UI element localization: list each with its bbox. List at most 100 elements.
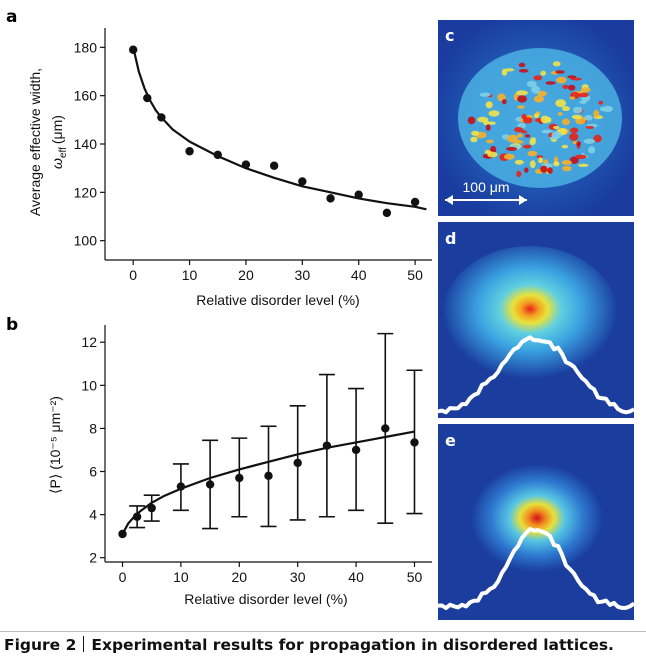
panel-a-y-tick-label: 160	[74, 88, 98, 104]
panel-c-speckle	[527, 150, 538, 157]
panel-b-y-tick-label: 4	[89, 507, 97, 523]
panel-letter-a: a	[6, 7, 17, 27]
panel-c-speckle	[567, 75, 577, 79]
panel-b-data-point	[264, 471, 273, 481]
panel-c-speckle	[540, 165, 548, 173]
panel-c-speckle	[517, 95, 527, 103]
panel-c-speckle	[486, 121, 496, 125]
panel-c-speckle	[487, 151, 498, 158]
panel-letter-d: d	[445, 229, 456, 248]
panel-c-speckle	[557, 112, 563, 116]
panel-a-data-point	[185, 147, 194, 156]
panel-c-speckle	[526, 80, 537, 88]
panel-a-y-tick-label: 100	[74, 233, 98, 249]
panel-c-speckle	[585, 125, 595, 129]
panel-c-speckle	[561, 106, 570, 112]
panel-c-speckle	[522, 144, 532, 149]
panel-c-speckles	[467, 61, 613, 178]
panel-c-speckle	[521, 130, 528, 134]
panel-c-speckle	[552, 61, 561, 67]
panel-c-speckle	[522, 117, 533, 124]
panel-letter-c: c	[445, 26, 454, 45]
panel-b-data-point	[293, 458, 302, 468]
panel-letter-e: e	[445, 431, 456, 450]
panel-b-data-point	[351, 445, 361, 455]
panel-c-speckle	[485, 124, 491, 131]
panel-b-axes: 0 10 20 30 40 50 2 4 6 8 10 12	[81, 325, 432, 585]
panel-a-data-point	[410, 197, 420, 207]
panel-c-speckle	[578, 92, 589, 98]
panel-c-speckle	[514, 127, 524, 133]
panel-a: a 0 10 20 30 40 50 100 120 140 160 180 Relative di…	[6, 7, 432, 308]
panel-c-speckle	[488, 110, 500, 117]
panel-b-data-point	[176, 482, 186, 491]
panel-c-speckle	[533, 95, 545, 103]
panel-c-speckle	[569, 156, 579, 164]
panel-c-speckle	[555, 99, 567, 108]
panel-b-data-point	[147, 503, 156, 513]
panel-a-x-tick-label: 40	[351, 267, 367, 283]
panel-b-x-tick-label: 10	[173, 569, 189, 585]
panel-c-speckle	[516, 90, 528, 96]
panel-c-speckle	[524, 134, 531, 138]
panel-a-x-tick-label: 30	[295, 267, 311, 283]
panel-b-data-point	[381, 424, 390, 433]
panel-c-speckle	[533, 113, 540, 119]
panel-a-axes: 0 10 20 30 40 50 100 120 140 160 180	[74, 28, 432, 283]
figure-caption: Figure 2 Experimental results for propaga…	[0, 630, 646, 663]
panel-a-y-axis-symbol: ω	[49, 158, 65, 169]
panel-c-speckle	[593, 134, 602, 143]
panel-c-speckle	[545, 81, 556, 85]
panel-a-y-axis-subscript: eff	[58, 147, 69, 158]
panel-c-speckle	[556, 76, 567, 84]
panel-a-data-point	[241, 160, 251, 169]
panel-c-speckle	[540, 115, 550, 124]
panel-c-speckle	[598, 100, 604, 105]
panel-a-data-point	[213, 150, 222, 160]
panel-a-y-tick-label: 140	[74, 136, 98, 152]
panel-c-speckle	[571, 114, 582, 120]
panel-c-speckle	[561, 118, 570, 126]
panel-c-speckle	[555, 70, 565, 74]
panel-c-speckle	[538, 157, 544, 164]
panel-c-speckle	[561, 160, 572, 165]
panel-c-speckle	[506, 146, 518, 151]
panel-b-y-axis-label: ⟨P⟩ (10⁻⁵ μm⁻²)	[47, 396, 63, 494]
panel-c-speckle	[518, 62, 526, 68]
panel-a-x-tick-label: 20	[238, 267, 254, 283]
panel-c-speckle	[562, 84, 569, 89]
panel-c-speckle	[580, 87, 591, 93]
panel-c-speckle	[573, 106, 583, 114]
panel-a-data-point	[269, 161, 279, 170]
panel-c-speckle	[549, 136, 559, 140]
panel-b-y-tick-label: 8	[89, 420, 97, 436]
panel-c-speckle	[570, 127, 579, 134]
panel-d-profile-line	[437, 335, 635, 415]
panel-c-speckle	[501, 99, 507, 105]
panel-a-data-point	[354, 190, 363, 199]
panel-c-speckle	[497, 93, 506, 102]
panel-c-speckle	[485, 101, 493, 109]
panel-c-speckle	[576, 141, 581, 147]
panel-c-speckle	[517, 105, 525, 109]
panel-a-x-tick-label: 50	[407, 267, 423, 283]
panel-c-speckle	[568, 84, 576, 91]
caption-text-block: Figure 2 Experimental results for propaga…	[4, 636, 614, 654]
panel-e-beam	[471, 464, 603, 572]
caption-separator	[83, 636, 85, 652]
panel-b-x-tick-label: 50	[407, 569, 423, 585]
panel-c-speckle	[593, 109, 600, 118]
panel-a-data-point	[326, 194, 335, 203]
panel-c-speckle	[569, 96, 576, 100]
panel-letter-b: b	[6, 315, 18, 335]
panel-a-data-point	[298, 177, 307, 186]
panel-c-intensity-map: c 100 μm	[438, 20, 634, 216]
panel-a-fit-line	[132, 47, 427, 211]
panel-a-x-tick-label: 10	[182, 267, 198, 283]
panel-a-y-tick-label: 120	[74, 184, 98, 200]
panel-b-x-tick-label: 30	[290, 569, 306, 585]
panel-c-speckle	[561, 144, 569, 149]
scale-bar-label: 100 μm	[463, 179, 510, 195]
panel-a-data-point	[128, 45, 138, 54]
